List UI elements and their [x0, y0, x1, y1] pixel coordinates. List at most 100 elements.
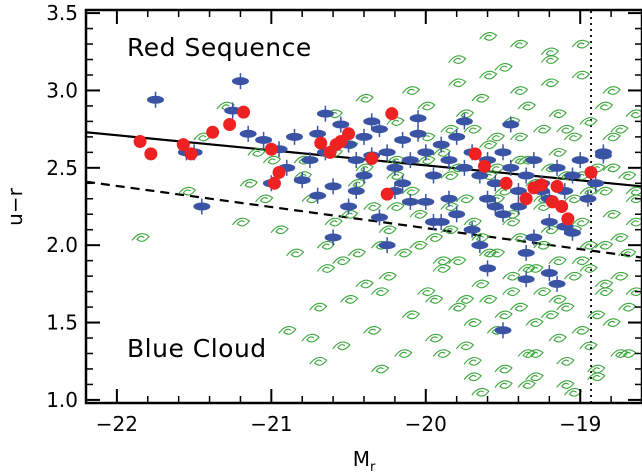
spiral-galaxy-point — [409, 240, 428, 250]
elliptical-galaxy-point — [231, 77, 249, 86]
spiral-galaxy-point — [340, 295, 359, 304]
elliptical-galaxy-point — [293, 176, 311, 185]
spiral-galaxy-point — [471, 387, 490, 397]
elliptical-galaxy-point — [463, 225, 481, 234]
spiral-galaxy-point — [247, 148, 266, 157]
spiral-galaxy-point — [610, 349, 629, 358]
elliptical-galaxy-point — [224, 106, 242, 115]
red-galaxy-point — [264, 142, 278, 156]
elliptical-galaxy-point — [340, 202, 358, 211]
spiral-galaxy-point — [625, 186, 642, 196]
spiral-galaxy-point — [177, 186, 197, 196]
elliptical-galaxy-point — [355, 132, 373, 141]
spiral-galaxy-point — [556, 124, 575, 134]
elliptical-galaxy-point — [255, 135, 273, 144]
spiral-galaxy-point — [548, 333, 567, 343]
spiral-galaxy-point — [255, 194, 274, 204]
red-galaxy-point — [342, 127, 356, 141]
elliptical-galaxy-point — [309, 191, 327, 200]
elliptical-galaxy-point — [239, 129, 257, 138]
spiral-galaxy-point — [131, 233, 150, 242]
elliptical-galaxy-point — [309, 129, 327, 138]
y-tick-label: 2.5 — [46, 156, 78, 180]
spiral-galaxy-point — [440, 124, 459, 134]
spiral-galaxy-point — [463, 372, 482, 382]
spiral-galaxy-point — [425, 295, 444, 304]
red-galaxy-point — [380, 187, 394, 201]
spiral-galaxy-point — [564, 271, 583, 281]
red-galaxy-point — [144, 147, 158, 161]
elliptical-galaxy-point — [147, 95, 164, 104]
spiral-galaxy-point — [401, 86, 421, 95]
spiral-galaxy-point — [625, 109, 642, 119]
spiral-galaxy-point — [432, 256, 451, 266]
red-galaxy-point — [477, 159, 491, 173]
spiral-galaxy-point — [479, 140, 498, 150]
spiral-galaxy-point — [309, 356, 328, 366]
spiral-galaxy-point — [602, 318, 621, 328]
spiral-galaxy-point — [610, 124, 629, 134]
spiral-galaxy-point — [494, 380, 513, 389]
y-axis-ticks: 1.0 1.5 2.0 2.5 3.0 3.5 — [46, 1, 642, 412]
elliptical-galaxy-point — [324, 182, 342, 191]
elliptical-galaxy-point — [509, 202, 527, 211]
spiral-galaxy-point — [401, 186, 421, 196]
spiral-galaxy-point — [463, 217, 482, 227]
spiral-galaxy-point — [332, 341, 351, 351]
spiral-galaxy-point — [548, 256, 567, 266]
spiral-galaxy-point — [587, 372, 606, 382]
red-galaxy-point — [133, 135, 147, 149]
elliptical-galaxy-point — [193, 202, 211, 211]
spiral-galaxy-point — [332, 256, 351, 266]
elliptical-galaxy-point — [440, 156, 458, 165]
spiral-galaxy-point — [347, 248, 367, 258]
spiral-galaxy-point — [448, 78, 467, 88]
elliptical-galaxy-point — [455, 117, 473, 126]
spiral-galaxy-point — [594, 279, 614, 289]
spiral-galaxy-point — [370, 287, 390, 297]
spiral-galaxy-point — [486, 163, 506, 173]
red-galaxy-point — [365, 152, 379, 166]
elliptical-galaxy-point — [378, 241, 396, 250]
elliptical-galaxy-point — [425, 217, 442, 226]
spiral-galaxy-point — [525, 264, 544, 273]
red-galaxy-point — [561, 212, 575, 226]
spiral-galaxy-point — [455, 109, 475, 119]
x-axis-title: Mr — [353, 447, 376, 472]
elliptical-galaxy-point — [479, 194, 497, 203]
spiral-galaxy-point — [548, 109, 567, 119]
elliptical-galaxy-point — [394, 179, 412, 188]
spiral-galaxy-point — [270, 225, 289, 235]
spiral-galaxy-point — [618, 171, 637, 181]
elliptical-galaxy-point — [332, 120, 350, 129]
spiral-galaxy-point — [425, 333, 444, 343]
spiral-galaxy-point — [486, 248, 506, 258]
data-points — [131, 32, 642, 397]
spiral-galaxy-point — [347, 179, 367, 188]
x-axis-title-subscript: r — [370, 460, 376, 472]
red-galaxy-point — [468, 147, 482, 161]
spiral-galaxy-point — [286, 248, 305, 258]
spiral-galaxy-point — [610, 271, 629, 281]
elliptical-galaxy-point — [517, 248, 535, 257]
spiral-galaxy-point — [378, 271, 397, 281]
spiral-galaxy-point — [618, 349, 637, 358]
spiral-galaxy-point — [587, 310, 606, 320]
elliptical-galaxy-point — [525, 156, 543, 165]
elliptical-galaxy-point — [594, 148, 612, 157]
elliptical-galaxy-point — [370, 125, 388, 134]
red-galaxy-point — [267, 176, 281, 190]
spiral-galaxy-point — [556, 302, 575, 312]
red-galaxy-point — [535, 178, 549, 192]
spiral-galaxy-point — [571, 256, 590, 266]
spiral-galaxy-point — [262, 155, 282, 165]
spiral-galaxy-point — [479, 32, 498, 41]
elliptical-galaxy-point — [347, 156, 365, 165]
elliptical-galaxy-point — [448, 132, 466, 141]
red-galaxy-point — [272, 165, 286, 179]
spiral-galaxy-point — [471, 279, 490, 289]
elliptical-galaxy-point — [564, 228, 581, 237]
spiral-galaxy-point — [533, 124, 552, 134]
elliptical-galaxy-point — [409, 114, 427, 123]
elliptical-galaxy-point — [355, 171, 373, 180]
